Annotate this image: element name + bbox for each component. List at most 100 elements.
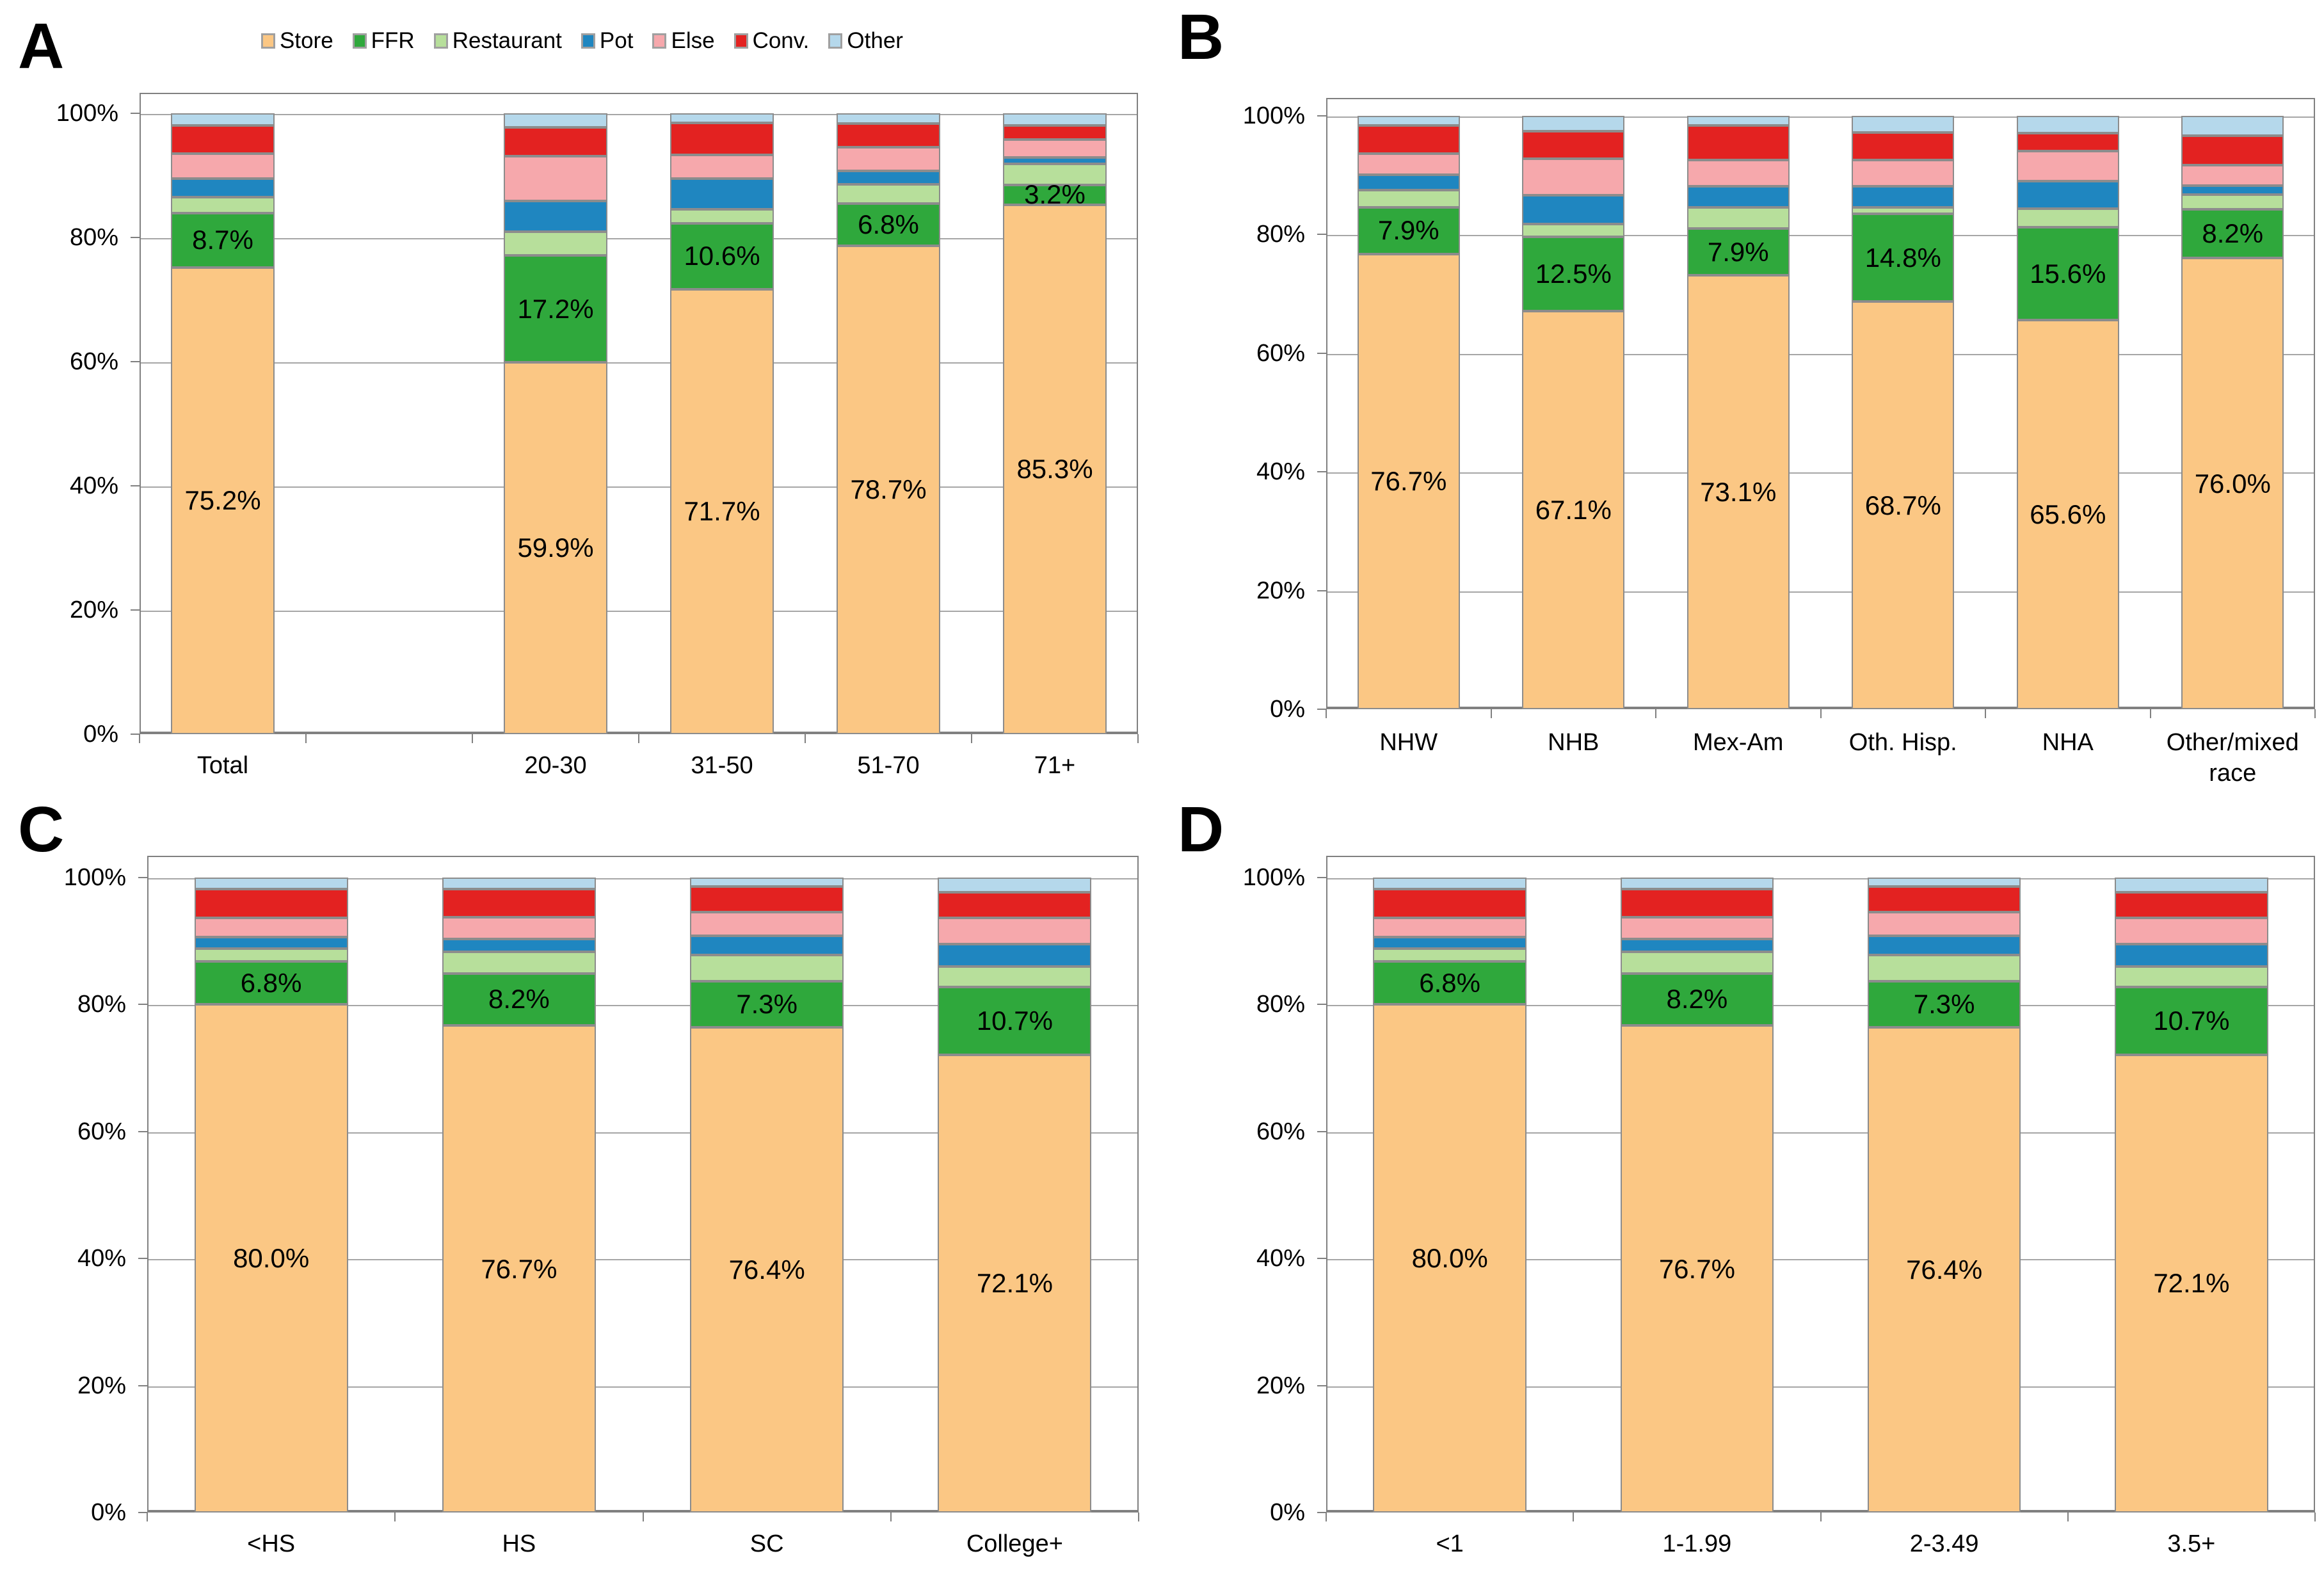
bar-segment-restaurant [1357, 189, 1460, 207]
legend-item-ffr: FFR [352, 28, 415, 54]
bar-segment-ffr [2181, 209, 2284, 259]
bar-segment-store [1867, 1027, 2021, 1513]
panel-letter: C [18, 794, 65, 865]
bar-segment-else [1687, 159, 1790, 187]
bar-segment-other [1687, 116, 1790, 125]
bar-segment-else [2181, 165, 2284, 186]
legend-swatch-icon [828, 33, 843, 49]
bar-value-label: 6.8% [1419, 967, 1480, 998]
panel-letter: D [1178, 794, 1224, 865]
bar-segment-else [1522, 158, 1625, 196]
bar-value-label: 73.1% [1700, 477, 1777, 508]
legend-swatch-icon [433, 33, 448, 49]
bar-value-label: 15.6% [2030, 258, 2106, 289]
x-axis-tick [805, 734, 806, 743]
bar-segment-conv [2181, 135, 2284, 165]
bar-segment-conv [690, 886, 844, 912]
bar-segment-ffr [1620, 973, 1774, 1026]
x-axis-tick [1326, 1513, 1327, 1521]
y-axis-tick [131, 485, 140, 486]
bar-segment-store [837, 245, 940, 734]
bar-segment-store [1357, 253, 1460, 709]
bar-segment-else [442, 917, 596, 940]
y-axis-tick [138, 877, 147, 878]
gridline [1327, 878, 2314, 879]
x-axis-tick [1326, 709, 1327, 718]
bar-segment-else [1373, 918, 1527, 938]
bar-segment-else [2115, 918, 2268, 945]
x-axis-tick [305, 734, 307, 743]
gridline [141, 362, 1137, 364]
y-axis-label: 40% [77, 1245, 126, 1272]
legend-item-restaurant: Restaurant [433, 28, 562, 54]
y-axis-tick [138, 1130, 147, 1132]
bar-segment-ffr [504, 255, 607, 362]
bar-segment-ffr [1687, 229, 1790, 276]
bar-segment-ffr [1373, 961, 1527, 1005]
x-axis-category-label: Other/mixed race [2166, 729, 2299, 787]
bar-segment-pot [670, 178, 774, 210]
gridline [1327, 1005, 2314, 1007]
bar-segment-restaurant [1522, 223, 1625, 237]
bar-segment-else [690, 911, 844, 936]
bar-segment-conv [1852, 132, 1955, 160]
panel-letter: A [18, 10, 65, 82]
bar-segment-ffr [938, 986, 1092, 1055]
bar-value-label: 7.9% [1377, 215, 1439, 246]
bar-segment-else [1620, 917, 1774, 940]
y-axis-label: 0% [1270, 696, 1305, 723]
x-axis-tick [971, 734, 972, 743]
bar-value-label: 76.7% [481, 1253, 557, 1284]
y-axis-label: 80% [1256, 991, 1305, 1018]
y-axis-tick [131, 734, 140, 735]
x-axis-tick [642, 1513, 644, 1521]
bar-segment-conv [1003, 125, 1107, 140]
bar-segment-restaurant [1003, 163, 1107, 185]
x-axis-category-label: NHW [1379, 729, 1438, 756]
y-axis-tick [131, 361, 140, 362]
bar-segment-conv [670, 122, 774, 155]
bar-segment-pot [1357, 174, 1460, 190]
bar-segment-ffr [2016, 227, 2119, 320]
y-axis-label: 40% [69, 472, 118, 499]
legend-swatch-icon [261, 33, 275, 49]
bar-segment-other [1003, 113, 1107, 126]
bar-segment-pot [2181, 186, 2284, 195]
bar-value-label: 72.1% [976, 1268, 1053, 1299]
x-axis-category-label: 31-50 [691, 752, 753, 779]
x-axis-category-label: 1-1.99 [1662, 1530, 1732, 1557]
x-axis-category-label: 20-30 [524, 752, 587, 779]
bar-segment-ffr [1003, 184, 1107, 205]
x-axis-category-label: 3.5+ [2167, 1530, 2216, 1557]
bar-segment-restaurant [1373, 949, 1527, 961]
bar-value-label: 7.3% [1913, 988, 1975, 1019]
x-axis-tick [2067, 1513, 2069, 1521]
bar-segment-ffr [1357, 207, 1460, 254]
bar-segment-conv [504, 127, 607, 156]
bar-value-label: 7.3% [736, 988, 797, 1019]
x-axis-category-label: College+ [966, 1530, 1063, 1557]
y-axis-tick [1317, 709, 1326, 710]
gridline [148, 878, 1137, 879]
y-axis-label: 0% [83, 721, 118, 748]
bar-segment-else [171, 154, 275, 179]
x-axis-tick [1820, 1513, 1822, 1521]
bar-segment-store [1373, 1004, 1527, 1513]
bar-segment-restaurant [1852, 207, 1955, 214]
x-axis-category-label: Mex-Am [1693, 729, 1784, 756]
legend-item-conv: Conv. [733, 28, 809, 54]
legend-item-other: Other [828, 28, 903, 54]
legend-item-pot: Pot [581, 28, 633, 54]
bar-segment-else [938, 918, 1092, 945]
legend-item-label: Restaurant [452, 28, 562, 53]
bar-segment-ffr [670, 223, 774, 289]
gridline [141, 238, 1137, 239]
bar-segment-else [670, 154, 774, 179]
bar-value-label: 12.5% [1535, 259, 1612, 289]
y-axis-label: 40% [1256, 458, 1305, 486]
x-axis-category-label: 2-3.49 [1909, 1530, 1979, 1557]
y-axis-tick [1317, 1384, 1326, 1386]
